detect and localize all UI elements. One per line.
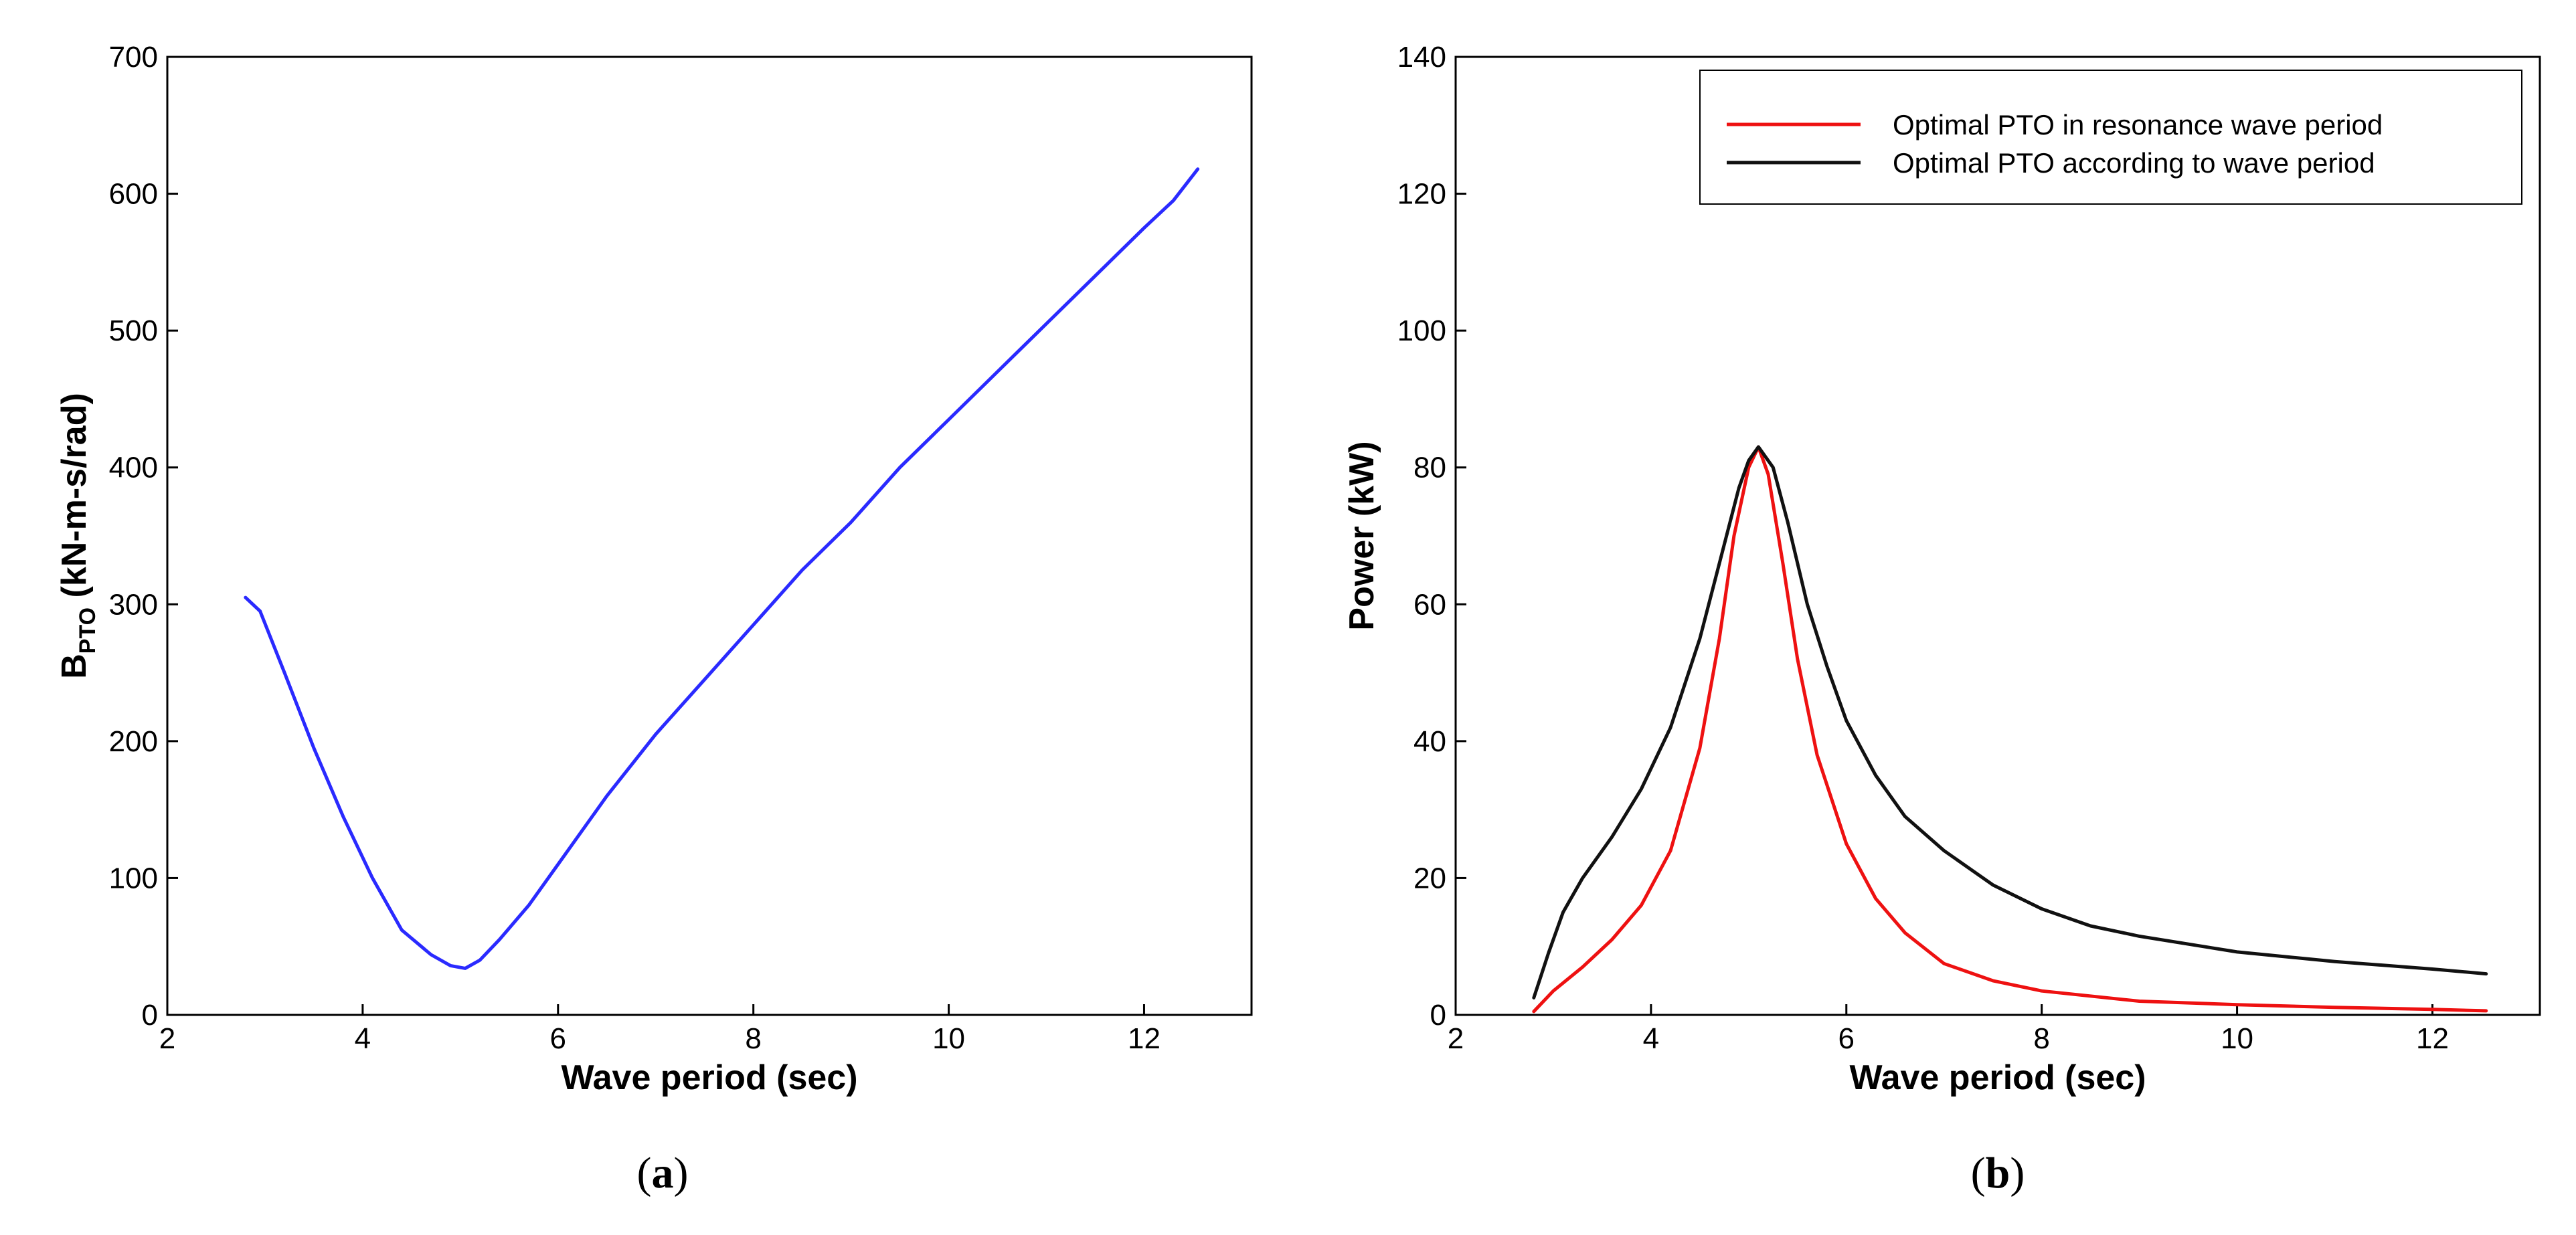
y-tick-label: 300 — [109, 588, 158, 621]
panel-caption-a: (a) — [637, 1149, 689, 1198]
legend-box — [1699, 70, 2522, 205]
y-axis-label-main: B — [55, 654, 94, 679]
y-axis-label: BPTO (kN-m-s/rad) — [55, 393, 100, 679]
y-tick-label: 120 — [1397, 178, 1446, 211]
y-tick-label: 600 — [109, 178, 158, 211]
x-axis-label: Wave period (sec) — [561, 1058, 857, 1097]
x-tick-label: 12 — [1128, 1022, 1161, 1055]
x-tick-label: 6 — [1838, 1022, 1855, 1055]
x-tick-label: 8 — [745, 1022, 761, 1055]
y-axis-label-units: (kN-m-s/rad) — [55, 393, 94, 607]
y-tick-label: 60 — [1413, 588, 1446, 621]
y-tick-label: 0 — [1430, 999, 1446, 1032]
y-axis-label-subscript: PTO — [75, 607, 100, 654]
y-tick-label: 40 — [1413, 725, 1446, 758]
y-tick-label: 80 — [1413, 452, 1446, 484]
panel-a: 2 4 6 8 10 12 0 100 200 300 400 500 600 700 Wave per… — [55, 41, 1253, 1198]
svg-text:BPTO (kN-m-s/rad): BPTO (kN-m-s/rad) — [55, 393, 100, 679]
x-tick-label: 10 — [2221, 1022, 2253, 1055]
y-tick-label: 140 — [1397, 41, 1446, 74]
y-tick-label: 500 — [109, 314, 158, 347]
x-tick-label: 2 — [159, 1022, 175, 1055]
legend-label-resonance: Optimal PTO in resonance wave period — [1893, 109, 2383, 140]
y-tick-label: 20 — [1413, 862, 1446, 894]
panel-b: 2 4 6 8 10 12 0 20 40 60 80 100 120 140 Wave period … — [1343, 41, 2541, 1198]
series-line-1 — [244, 167, 1200, 970]
series-group — [244, 167, 1200, 970]
x-axis-label: Wave period (sec) — [1849, 1058, 2146, 1097]
series-line-2 — [1532, 445, 2488, 1000]
plot-frame — [1454, 56, 2541, 1016]
x-ticks: 2 4 6 8 10 12 — [159, 1004, 1161, 1055]
x-tick-label: 4 — [355, 1022, 371, 1055]
y-tick-label: 100 — [109, 862, 158, 894]
x-tick-label: 8 — [2033, 1022, 2049, 1055]
x-tick-label: 4 — [1643, 1022, 1659, 1055]
y-ticks: 0 20 40 60 80 100 120 140 — [1397, 41, 1466, 1032]
x-tick-label: 10 — [932, 1022, 965, 1055]
x-tick-label: 6 — [550, 1022, 566, 1055]
y-ticks: 0 100 200 300 400 500 600 700 — [109, 41, 178, 1032]
panel-caption-b: (b) — [1971, 1149, 2025, 1198]
legend: Optimal PTO in resonance wave period Opt… — [1699, 70, 2522, 205]
y-tick-label: 0 — [142, 999, 158, 1032]
plot-frame — [166, 56, 1253, 1016]
y-tick-label: 400 — [109, 452, 158, 484]
y-tick-label: 700 — [109, 41, 158, 74]
y-tick-label: 100 — [1397, 314, 1446, 347]
series-line-1 — [1532, 445, 2488, 1014]
y-axis-label: Power (kW) — [1343, 441, 1381, 630]
x-ticks: 2 4 6 8 10 12 — [1448, 1004, 2449, 1055]
x-tick-label: 2 — [1448, 1022, 1464, 1055]
legend-label-according: Optimal PTO according to wave period — [1893, 147, 2375, 179]
x-tick-label: 12 — [2416, 1022, 2449, 1055]
y-tick-label: 200 — [109, 725, 158, 758]
series-group — [1532, 445, 2488, 1014]
